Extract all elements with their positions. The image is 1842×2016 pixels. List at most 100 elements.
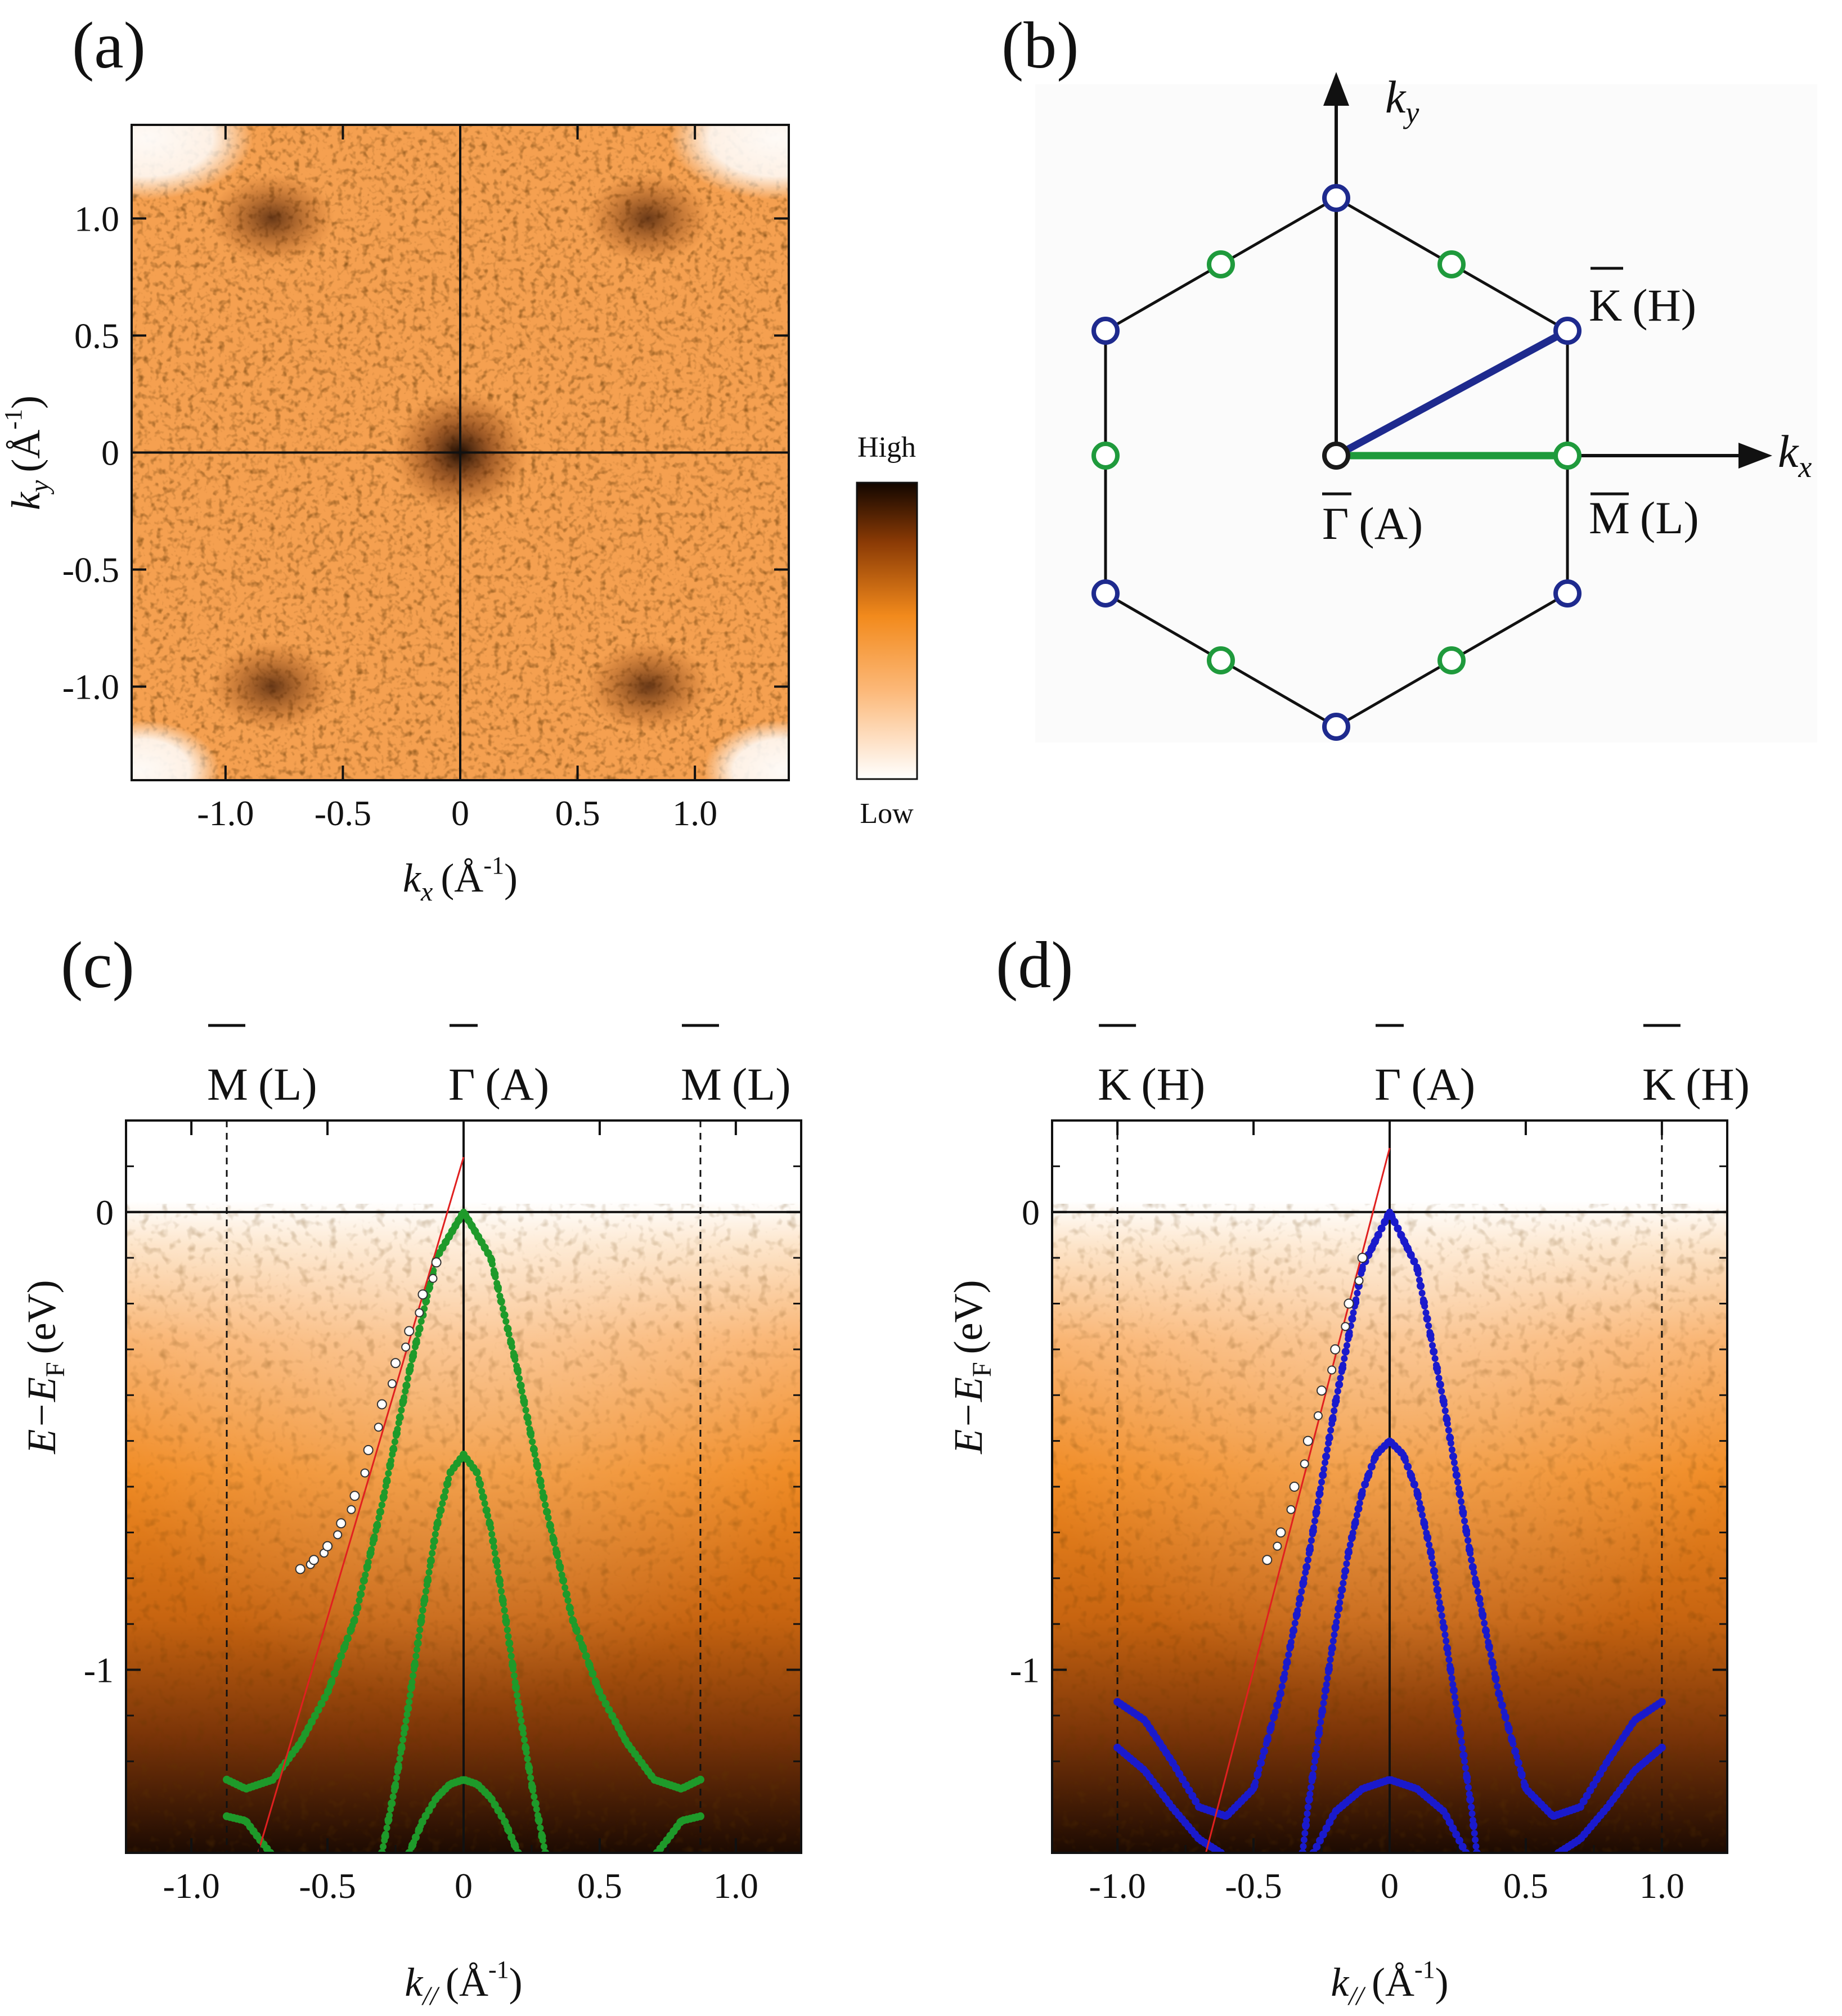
band-point: [1123, 1752, 1130, 1759]
band-point: [510, 1349, 517, 1357]
heatmap-corner-fade: [703, 720, 789, 780]
band-point: [1391, 1778, 1399, 1785]
band-point: [1306, 1790, 1314, 1798]
band-point: [1335, 1605, 1342, 1613]
band-point: [1257, 1760, 1264, 1767]
x-tick-label: -1.0: [1089, 1866, 1145, 1906]
band-band-1: [223, 1208, 704, 1793]
band-point: [672, 1783, 680, 1790]
band-point: [1333, 1394, 1340, 1401]
band-point: [1422, 1309, 1430, 1316]
band-point: [387, 1806, 394, 1813]
band-point: [1148, 1727, 1155, 1734]
band-point: [354, 1603, 361, 1610]
band-point: [1417, 1505, 1425, 1513]
band-point: [1647, 1706, 1655, 1713]
band-point: [1114, 1744, 1121, 1751]
band-point: [549, 1533, 556, 1541]
band-point: [493, 1280, 501, 1287]
intensity-spot: [586, 173, 710, 264]
band-point: [1462, 1764, 1469, 1771]
band-point: [1468, 1556, 1475, 1564]
y-tick-label: -1.0: [62, 667, 119, 707]
band-point: [439, 1500, 446, 1507]
band-point: [331, 1671, 338, 1678]
band-point: [371, 1533, 378, 1541]
band-point: [269, 1776, 277, 1783]
band-point: [417, 1822, 424, 1830]
band-point: [1473, 1582, 1480, 1589]
band-point: [617, 1728, 625, 1735]
band-point: [1378, 1225, 1385, 1232]
band-point: [236, 1816, 243, 1823]
band-point: [1428, 1554, 1435, 1561]
band-point: [522, 1406, 529, 1414]
band-point: [1290, 1626, 1297, 1633]
band-point: [1470, 1823, 1477, 1830]
band-point: [372, 1527, 380, 1534]
band-point: [611, 1717, 618, 1724]
band-point: [398, 1743, 406, 1750]
band-point: [426, 1806, 433, 1813]
band-point: [1509, 1740, 1517, 1748]
band-point: [1455, 1718, 1462, 1726]
symmetry-point-label: Γ (A): [448, 1059, 549, 1110]
band-point: [513, 1685, 520, 1693]
band-point: [363, 1565, 370, 1572]
band-point: [1461, 1758, 1468, 1765]
mdc-peak-marker: [347, 1505, 356, 1514]
band-point: [391, 1438, 398, 1446]
band-point: [1408, 1252, 1415, 1259]
linear-fit-line: [1205, 1148, 1391, 1853]
band-point: [1487, 1651, 1494, 1658]
band-point: [1272, 1708, 1279, 1716]
mdc-peak-marker: [374, 1423, 383, 1432]
band-point: [1321, 1693, 1328, 1700]
band-point: [1445, 1426, 1452, 1434]
band-point: [419, 1817, 426, 1825]
band-point: [1381, 1220, 1388, 1227]
band-point: [474, 1231, 481, 1239]
band-point: [1658, 1698, 1665, 1706]
x-tick-label: 0: [1381, 1866, 1399, 1906]
band-point: [492, 1556, 500, 1563]
band-point: [390, 1787, 398, 1794]
intensity-spot: [586, 641, 710, 732]
band-point: [1423, 1316, 1431, 1323]
band-point: [526, 1425, 533, 1433]
band-point: [1447, 1439, 1454, 1447]
band-point: [1312, 1751, 1319, 1758]
band-point: [1300, 1575, 1308, 1582]
symmetry-suffix: (L): [732, 1059, 791, 1110]
band-point: [1317, 1485, 1324, 1492]
band-point: [512, 1844, 519, 1851]
band-point: [1400, 1236, 1407, 1243]
band-point: [1527, 1790, 1534, 1797]
band-point: [1246, 1790, 1252, 1797]
band-point: [1320, 1465, 1328, 1473]
band-point: [1436, 1804, 1443, 1811]
band-point: [1312, 1511, 1319, 1518]
band-point: [357, 1590, 365, 1598]
band-point: [1494, 1682, 1501, 1690]
band-point: [1434, 1586, 1441, 1594]
mdc-peak-marker: [1330, 1344, 1341, 1354]
y-tick-label: -1: [84, 1650, 114, 1690]
band-point: [1182, 1780, 1189, 1788]
band-point: [389, 1451, 396, 1458]
band-point: [442, 1488, 449, 1495]
m-point-marker: [1553, 442, 1582, 470]
band-point: [413, 1337, 420, 1344]
y-tick-label: 0: [1022, 1192, 1040, 1232]
colorbar-gradient: [856, 482, 918, 780]
band-point: [390, 1444, 397, 1452]
band-point: [563, 1590, 570, 1598]
band-point: [555, 1559, 563, 1566]
band-point: [474, 1780, 481, 1788]
band-point: [1298, 1588, 1305, 1595]
band-point: [398, 1406, 405, 1414]
band-point: [1545, 1808, 1552, 1815]
band-point: [1414, 1493, 1422, 1501]
band-point: [502, 1613, 509, 1621]
band-point: [1232, 1803, 1239, 1811]
